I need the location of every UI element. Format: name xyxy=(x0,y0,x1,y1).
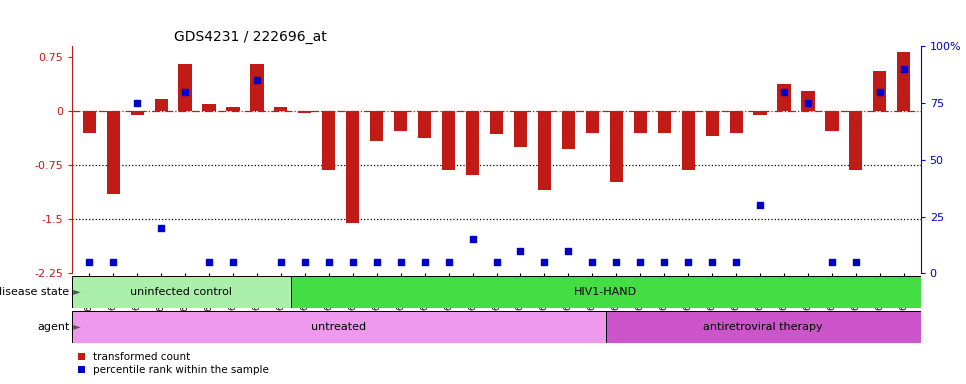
Point xyxy=(753,202,768,208)
Point xyxy=(249,77,265,83)
Bar xyxy=(825,111,838,131)
Point xyxy=(129,100,145,106)
Bar xyxy=(298,111,311,113)
Bar xyxy=(634,111,647,133)
Bar xyxy=(585,111,599,133)
Point xyxy=(154,225,169,231)
Point xyxy=(537,259,553,265)
Bar xyxy=(155,99,168,111)
Point xyxy=(393,259,409,265)
Point xyxy=(777,88,792,94)
Bar xyxy=(514,111,527,147)
Bar xyxy=(72,311,606,343)
Bar xyxy=(203,104,215,111)
Point xyxy=(225,259,241,265)
Point xyxy=(896,66,912,72)
Point xyxy=(298,259,313,265)
Bar xyxy=(682,111,695,170)
Bar xyxy=(394,111,408,131)
Point xyxy=(345,259,360,265)
Point xyxy=(369,259,384,265)
Bar xyxy=(442,111,455,170)
Bar xyxy=(849,111,863,170)
Bar xyxy=(466,111,479,175)
Legend: transformed count, percentile rank within the sample: transformed count, percentile rank withi… xyxy=(77,352,270,375)
Text: HIV1-HAND: HIV1-HAND xyxy=(574,287,638,297)
Bar xyxy=(562,111,575,149)
Bar xyxy=(753,111,767,115)
Point xyxy=(584,259,600,265)
Point xyxy=(728,259,744,265)
Bar xyxy=(729,111,743,133)
Text: disease state: disease state xyxy=(0,287,70,297)
Bar xyxy=(250,64,264,111)
Bar xyxy=(538,111,551,190)
Point xyxy=(465,236,480,242)
Text: GDS4231 / 222696_at: GDS4231 / 222696_at xyxy=(174,30,327,44)
Point xyxy=(872,88,888,94)
Point xyxy=(704,259,720,265)
Bar xyxy=(370,111,384,141)
Bar xyxy=(323,111,335,170)
Text: ►: ► xyxy=(70,287,80,297)
Bar xyxy=(179,64,191,111)
Bar xyxy=(705,111,719,136)
Bar xyxy=(606,311,921,343)
Point xyxy=(560,248,576,254)
Text: uninfected control: uninfected control xyxy=(130,287,233,297)
Bar xyxy=(873,71,887,111)
Bar xyxy=(274,108,288,111)
Bar xyxy=(106,111,120,194)
Point xyxy=(489,259,504,265)
Text: agent: agent xyxy=(37,322,70,332)
Point xyxy=(824,259,839,265)
Point xyxy=(417,259,433,265)
Bar xyxy=(72,276,291,308)
Point xyxy=(657,259,672,265)
Point xyxy=(201,259,216,265)
Bar xyxy=(778,84,790,111)
Bar xyxy=(610,111,623,182)
Bar xyxy=(83,111,96,133)
Point xyxy=(609,259,624,265)
Text: ►: ► xyxy=(70,322,80,332)
Bar xyxy=(658,111,670,133)
Point xyxy=(321,259,336,265)
Text: untreated: untreated xyxy=(311,322,366,332)
Point xyxy=(800,100,815,106)
Point xyxy=(440,259,456,265)
Bar xyxy=(802,91,814,111)
Bar xyxy=(291,276,921,308)
Point xyxy=(513,248,528,254)
Point xyxy=(680,259,696,265)
Bar xyxy=(346,111,359,223)
Bar xyxy=(226,108,240,111)
Point xyxy=(273,259,289,265)
Bar xyxy=(897,52,910,111)
Point xyxy=(81,259,97,265)
Bar xyxy=(418,111,431,139)
Bar xyxy=(490,111,503,134)
Point xyxy=(105,259,121,265)
Text: antiretroviral therapy: antiretroviral therapy xyxy=(703,322,823,332)
Bar xyxy=(130,111,144,115)
Point xyxy=(848,259,864,265)
Point xyxy=(633,259,648,265)
Point xyxy=(178,88,193,94)
